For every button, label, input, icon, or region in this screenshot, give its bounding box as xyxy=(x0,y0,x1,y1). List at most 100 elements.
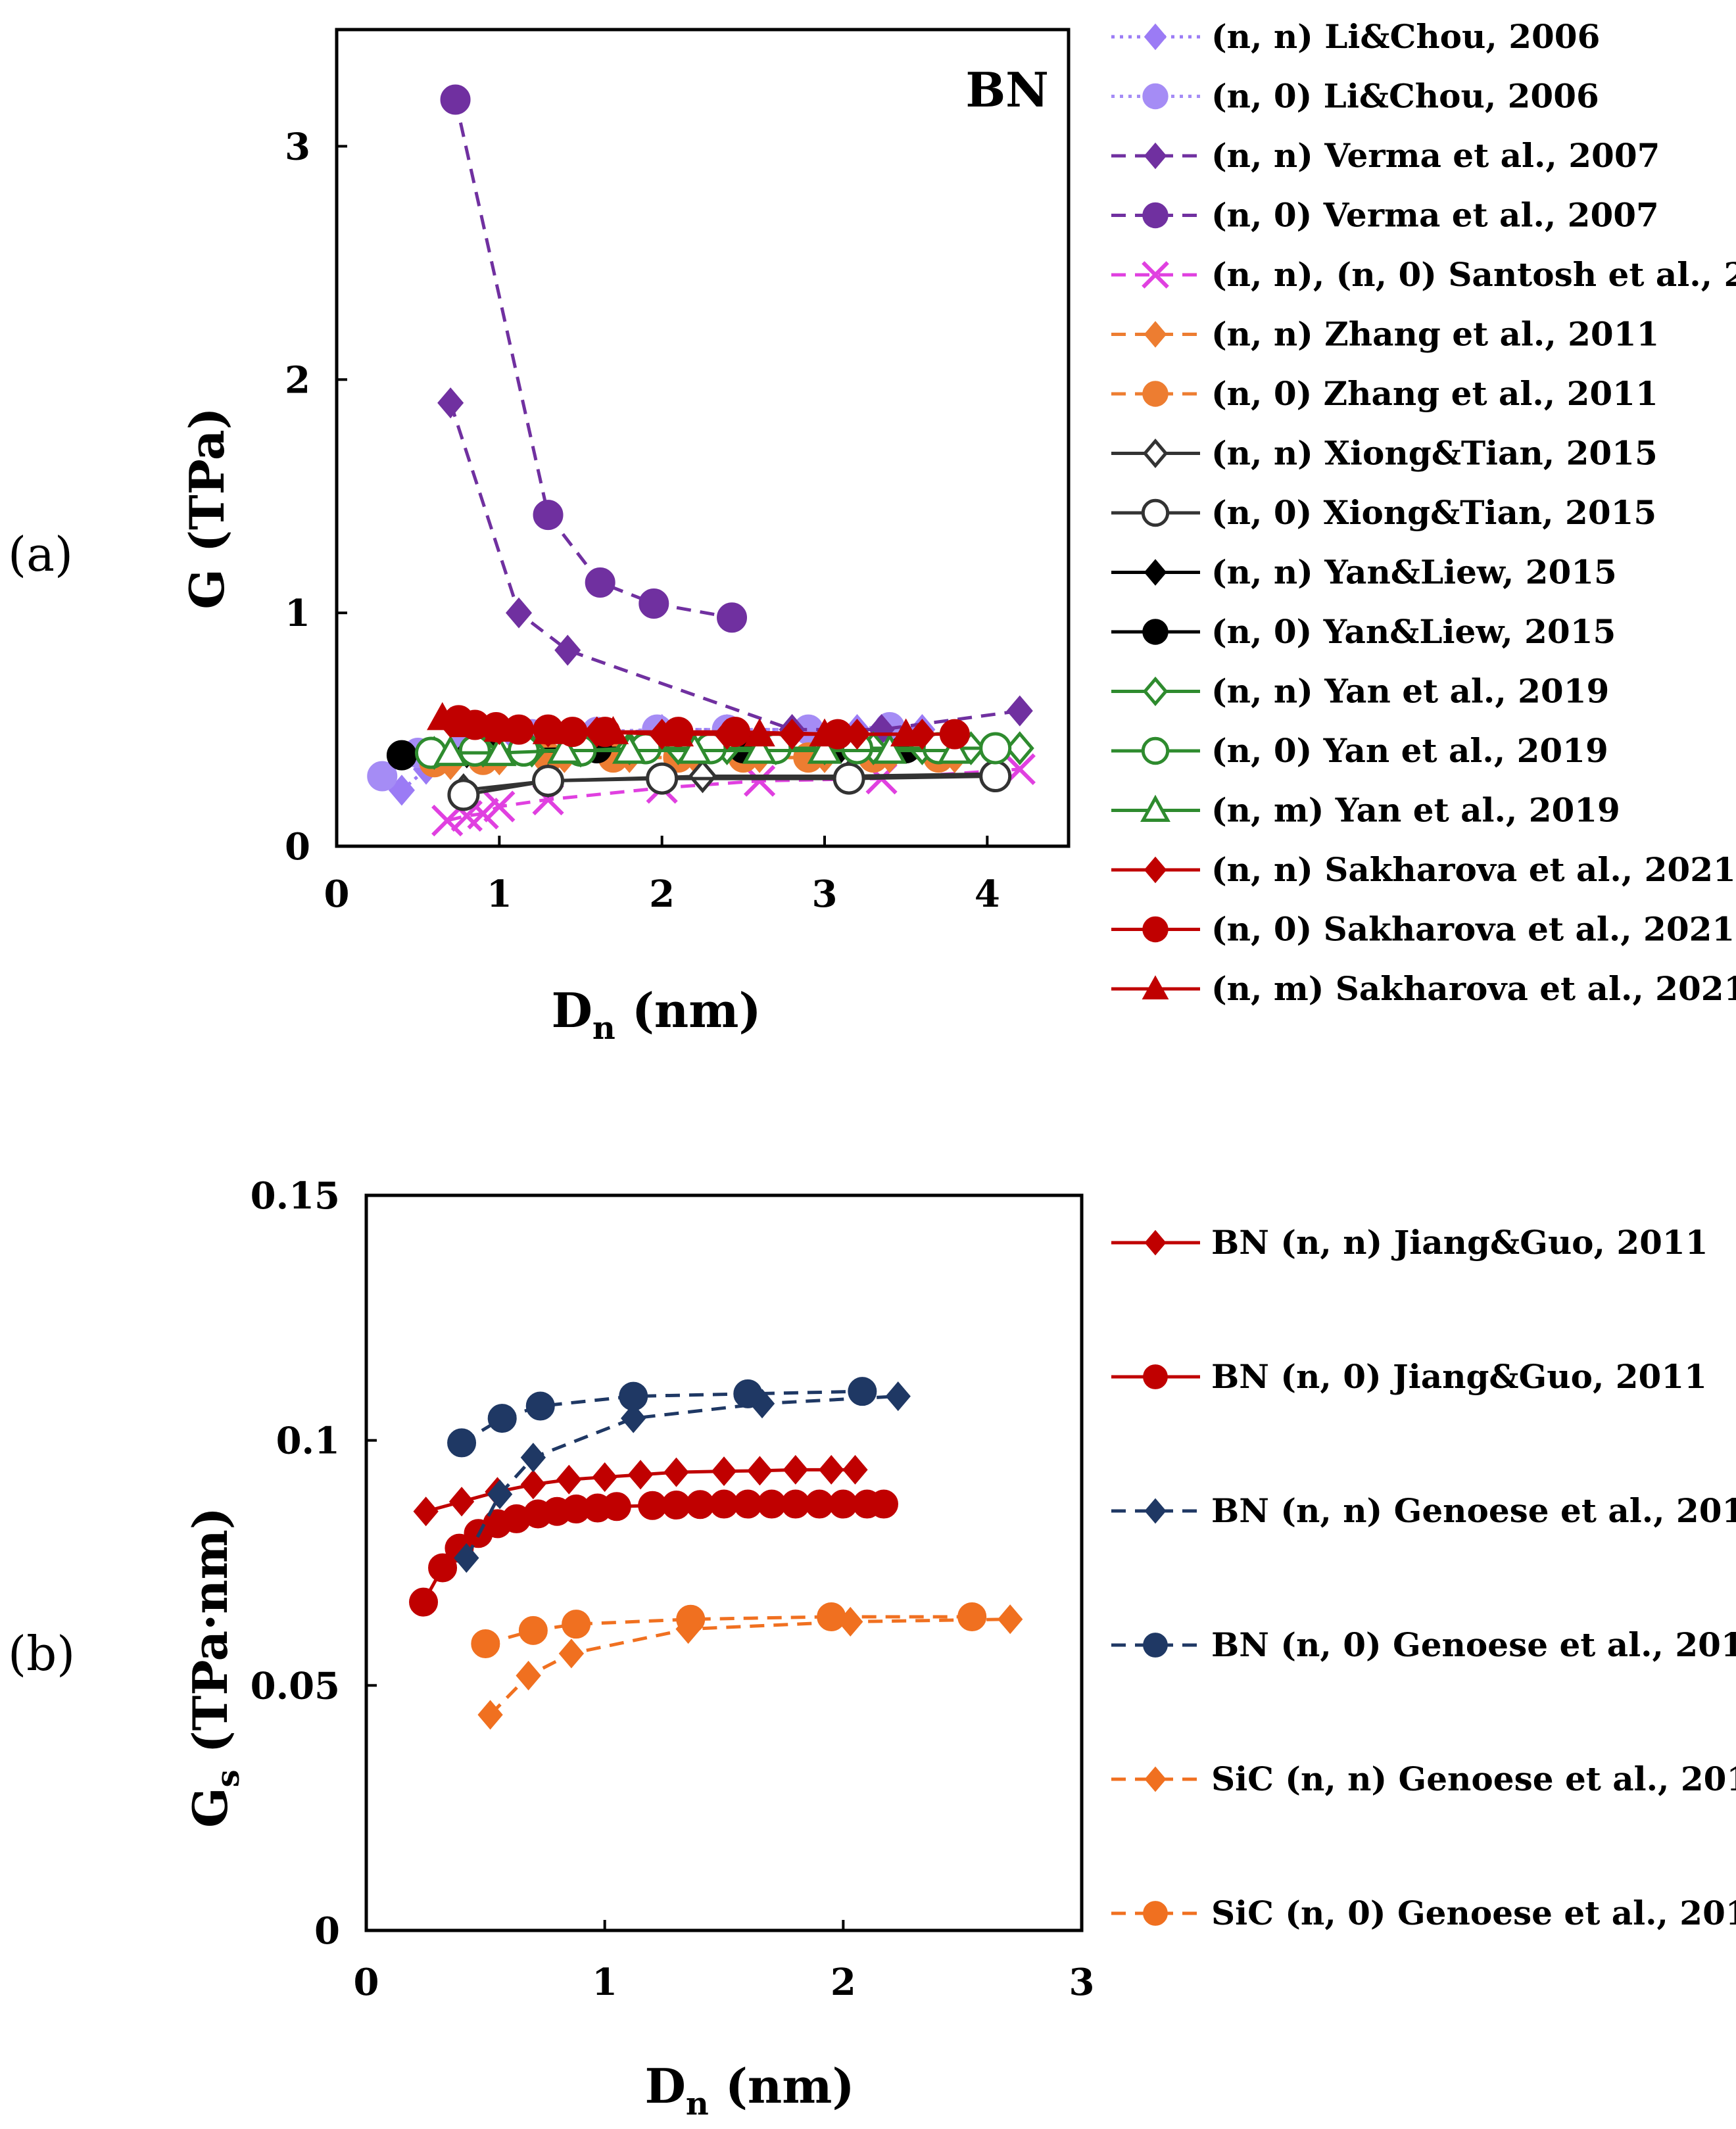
data-point xyxy=(662,718,694,747)
y-tick-label: 0.15 xyxy=(251,1174,340,1218)
data-point xyxy=(1006,695,1033,727)
data-point xyxy=(809,718,840,747)
material-annotation: BN xyxy=(965,62,1049,118)
legend-label: (n, m) Sakharova et al., 2021 xyxy=(1211,969,1736,1008)
legend-label: (n, 0) Zhang et al., 2011 xyxy=(1211,374,1658,413)
legend-entry-16: (n, m) Sakharova et al., 2021 xyxy=(1111,969,1736,1008)
series-line xyxy=(448,402,1021,732)
x-tick-label: 1 xyxy=(487,873,512,916)
x-tick-label: 0 xyxy=(354,1961,379,2004)
data-point xyxy=(869,1489,898,1519)
data-point xyxy=(437,387,464,419)
data-point xyxy=(532,716,564,744)
plot-frame xyxy=(364,1193,1084,1932)
data-point xyxy=(663,1457,689,1487)
legend-entry-6: (n, 0) Zhang et al., 2011 xyxy=(1111,374,1658,413)
data-point xyxy=(807,732,842,764)
data-point xyxy=(621,1403,646,1433)
data-point xyxy=(483,713,516,742)
legend-marker xyxy=(1140,794,1170,822)
data-point xyxy=(688,759,717,794)
data-point xyxy=(533,500,564,531)
legend-marker xyxy=(1142,83,1169,110)
data-point xyxy=(819,1454,844,1485)
data-point xyxy=(440,84,471,115)
legend-entry-0: BN (n, n) Jiang&Guo, 2011 xyxy=(1111,1223,1708,1262)
x-tick-label: 4 xyxy=(975,873,1000,916)
series-line xyxy=(489,1617,1011,1716)
data-point xyxy=(532,765,565,798)
legend-label: (n, n) Sakharova et al., 2021 xyxy=(1211,850,1736,889)
legend-entry-2: (n, n) Verma et al., 2007 xyxy=(1111,136,1660,175)
y-tick-label: 3 xyxy=(285,125,310,168)
data-point xyxy=(717,602,748,633)
data-point xyxy=(448,1487,475,1517)
data-point xyxy=(506,597,533,629)
x-axis-title-b: Dn (nm) xyxy=(644,2058,854,2122)
data-point xyxy=(646,762,679,795)
legend-entry-8: (n, 0) Xiong&Tian, 2015 xyxy=(1111,493,1656,532)
legend-marker xyxy=(1144,23,1167,51)
data-point xyxy=(487,1404,517,1433)
legend-entry-13: (n, m) Yan et al., 2019 xyxy=(1111,791,1620,830)
legend-entry-0: (n, n) Li&Chou, 2006 xyxy=(1111,17,1600,56)
x-tick-label: 2 xyxy=(831,1961,856,2004)
series-line xyxy=(454,99,733,619)
data-point xyxy=(447,1428,477,1458)
data-point xyxy=(556,1464,582,1495)
legend-label: (n, n) Verma et al., 2007 xyxy=(1211,136,1660,175)
data-point xyxy=(471,1629,500,1658)
y-tick-label: 0 xyxy=(314,1909,340,1953)
data-point xyxy=(525,1391,555,1421)
legend-entry-7: (n, n) Xiong&Tian, 2015 xyxy=(1111,434,1658,473)
legend-entry-12: (n, 0) Yan et al., 2019 xyxy=(1111,731,1608,770)
data-point xyxy=(677,732,712,764)
legend-a: (n, n) Li&Chou, 2006 (n, 0) Li&Chou, 2006… xyxy=(1111,17,1736,1008)
legend-marker xyxy=(1141,736,1170,765)
panel-b: (b) 0 1 2 3 0 0.05 0.1 0.15 Gs (TPa·nm) Dn (nm)… xyxy=(8,1174,1736,2122)
series-3 xyxy=(440,84,748,633)
y-axis-title-a: G (TPa) xyxy=(179,407,235,609)
series-2 xyxy=(454,1381,911,1573)
legend-b: BN (n, n) Jiang&Guo, 2011 BN (n, 0) Jiang… xyxy=(1111,1223,1736,1932)
legend-entry-9: (n, n) Yan&Liew, 2015 xyxy=(1111,553,1617,592)
legend-marker xyxy=(1144,142,1167,170)
data-point xyxy=(487,1479,513,1510)
legend-marker xyxy=(1143,1364,1168,1389)
legend-label: (n, 0) Sakharova et al., 2021 xyxy=(1211,910,1735,949)
legend-entry-3: BN (n, 0) Genoese et al., 2019 xyxy=(1111,1625,1736,1664)
data-point xyxy=(612,732,647,764)
data-point xyxy=(451,709,483,738)
data-point xyxy=(482,734,517,767)
data-point xyxy=(742,732,777,764)
data-point xyxy=(639,588,669,619)
legend-marker xyxy=(1144,321,1167,348)
y-axis-title-b: Gs (TPa·nm) xyxy=(182,1507,247,1828)
legend-marker xyxy=(1143,1901,1168,1926)
data-point xyxy=(585,567,615,598)
data-point xyxy=(1005,731,1034,765)
data-point xyxy=(872,732,907,764)
legend-entry-15: (n, 0) Sakharova et al., 2021 xyxy=(1111,910,1735,949)
series-line xyxy=(465,1395,898,1559)
legend-entry-11: (n, n) Yan et al., 2019 xyxy=(1111,672,1609,711)
legend-marker xyxy=(1142,202,1169,229)
series-1 xyxy=(409,1489,898,1617)
data-point xyxy=(592,1462,617,1493)
legend-entry-5: (n, n) Zhang et al., 2011 xyxy=(1111,315,1659,354)
legend-marker xyxy=(1144,559,1167,586)
data-point xyxy=(719,717,750,748)
legend-marker xyxy=(1142,438,1169,469)
legend-label: (n, 0) Yan&Liew, 2015 xyxy=(1211,612,1616,651)
data-point xyxy=(562,1610,591,1639)
y-tick-label: 0 xyxy=(285,825,310,869)
data-point xyxy=(602,1492,631,1521)
data-point xyxy=(890,718,922,747)
series-line xyxy=(460,1389,863,1445)
legend-marker xyxy=(1141,498,1170,527)
series-8 xyxy=(447,760,1012,811)
legend-marker xyxy=(1142,975,1169,999)
data-point xyxy=(885,1381,911,1412)
legend-entry-2: BN (n, n) Genoese et al., 2019 xyxy=(1111,1491,1736,1530)
data-point xyxy=(520,1443,546,1473)
